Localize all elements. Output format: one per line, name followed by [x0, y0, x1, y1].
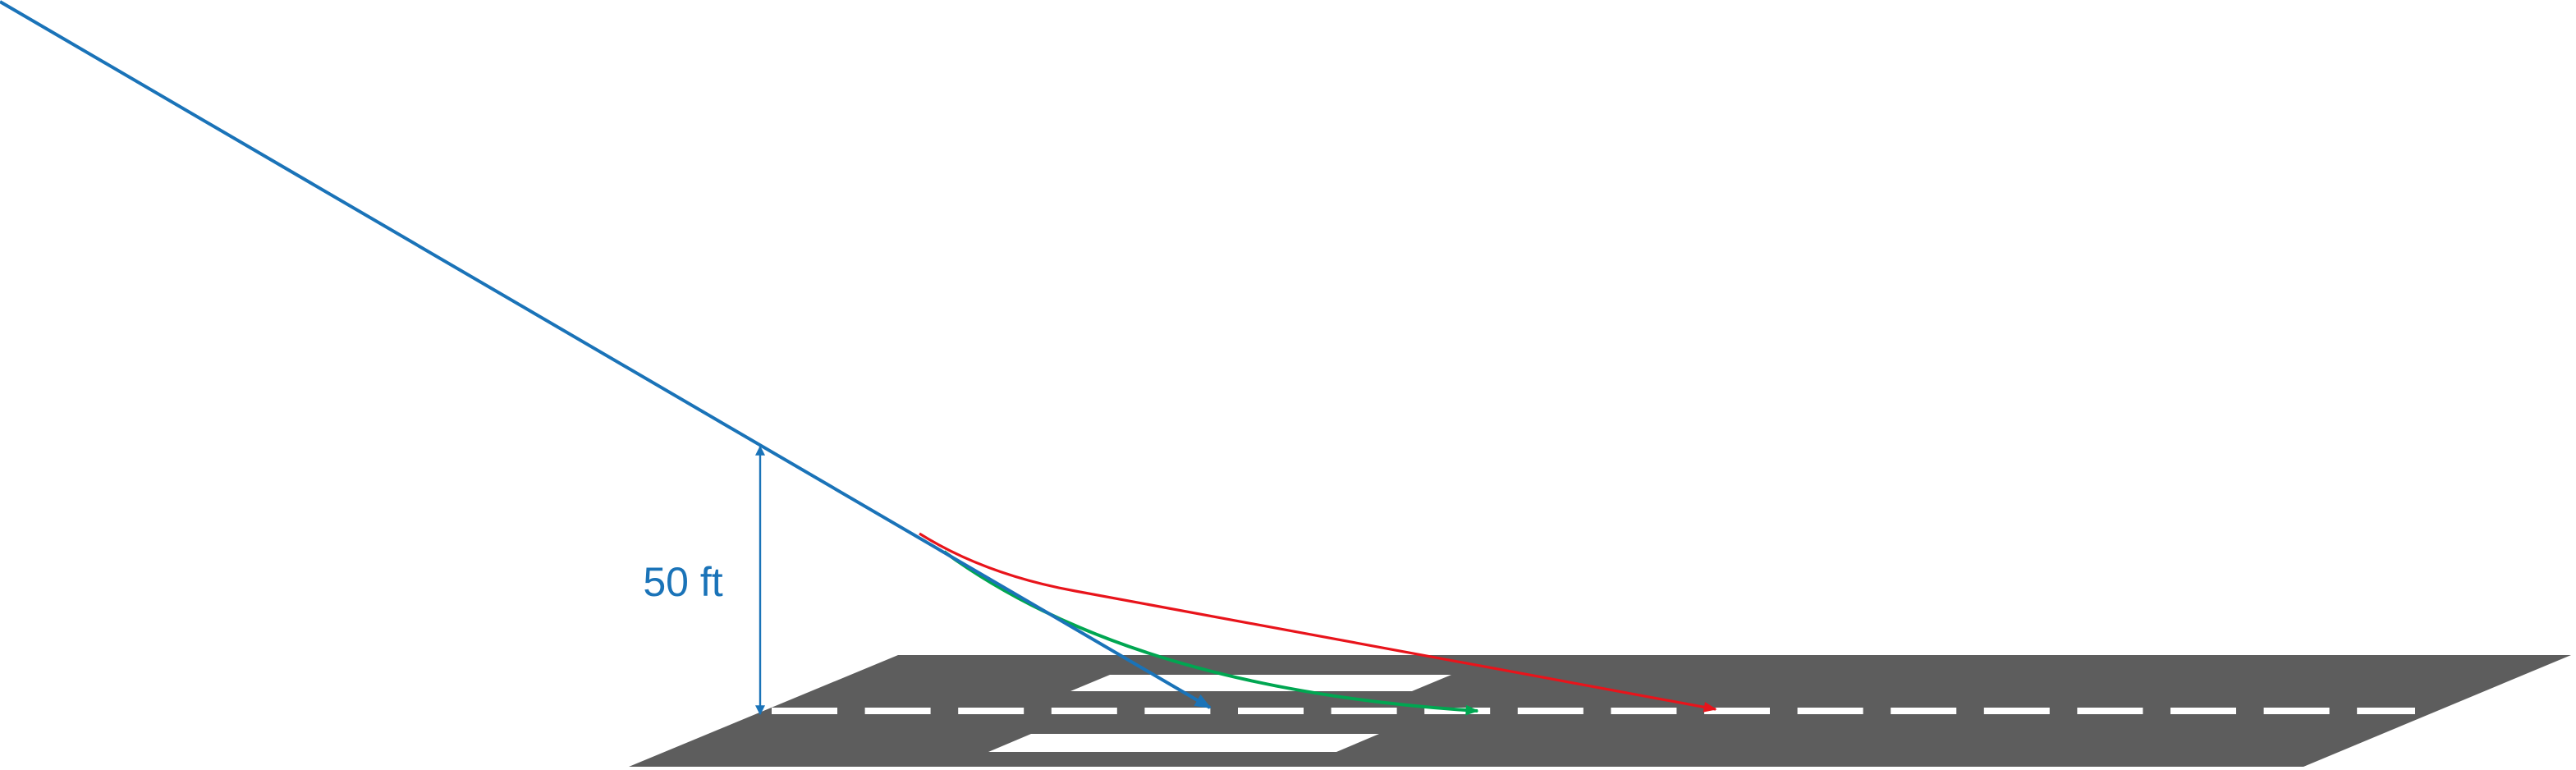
height-label: 50 ft — [643, 559, 722, 605]
red-path — [919, 532, 1717, 713]
green-path — [942, 550, 1479, 716]
approach-path — [0, 0, 1212, 709]
runway-marking — [988, 734, 1379, 752]
